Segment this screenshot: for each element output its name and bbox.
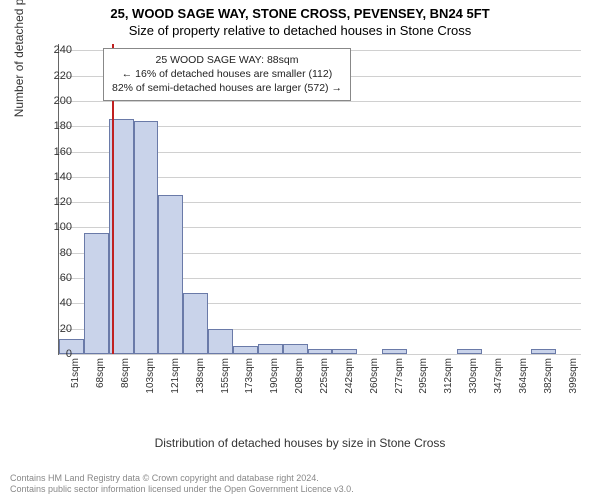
histogram-plot: 25 WOOD SAGE WAY: 88sqm← 16% of detached…: [58, 44, 581, 355]
x-tick-label: 138sqm: [195, 358, 206, 398]
attribution-footer: Contains HM Land Registry data © Crown c…: [10, 473, 590, 496]
y-tick-label: 40: [42, 297, 72, 309]
histogram-bar: [308, 349, 333, 354]
histogram-bar: [332, 349, 357, 354]
y-tick-label: 80: [42, 247, 72, 259]
histogram-bar: [183, 293, 208, 354]
title-subtitle: Size of property relative to detached ho…: [0, 21, 600, 38]
histogram-bar: [84, 233, 109, 354]
annotation-line: ← 16% of detached houses are smaller (11…: [112, 67, 342, 81]
x-tick-label: 155sqm: [220, 358, 231, 398]
x-tick-label: 208sqm: [294, 358, 305, 398]
histogram-bar: [233, 346, 258, 354]
annotation-line: 25 WOOD SAGE WAY: 88sqm: [112, 53, 342, 67]
x-tick-label: 382sqm: [543, 358, 554, 398]
x-tick-label: 295sqm: [418, 358, 429, 398]
x-tick-label: 277sqm: [394, 358, 405, 398]
histogram-bar: [158, 195, 183, 354]
x-tick-label: 330sqm: [468, 358, 479, 398]
x-tick-label: 225sqm: [319, 358, 330, 398]
y-tick-label: 220: [42, 70, 72, 82]
x-tick-label: 260sqm: [369, 358, 380, 398]
y-tick-label: 180: [42, 120, 72, 132]
x-tick-label: 347sqm: [493, 358, 504, 398]
x-tick-label: 51sqm: [70, 358, 81, 398]
x-tick-label: 399sqm: [568, 358, 579, 398]
x-tick-label: 242sqm: [344, 358, 355, 398]
x-axis-label: Distribution of detached houses by size …: [0, 436, 600, 450]
x-tick-label: 312sqm: [443, 358, 454, 398]
annotation-line: 82% of semi-detached houses are larger (…: [112, 81, 342, 95]
histogram-bar: [531, 349, 556, 354]
y-tick-label: 200: [42, 95, 72, 107]
x-tick-label: 364sqm: [518, 358, 529, 398]
gridline: [59, 354, 581, 355]
histogram-bar: [457, 349, 482, 354]
x-tick-label: 86sqm: [120, 358, 131, 398]
y-tick-label: 240: [42, 44, 72, 56]
annotation-box: 25 WOOD SAGE WAY: 88sqm← 16% of detached…: [103, 48, 351, 101]
histogram-bar: [382, 349, 407, 354]
histogram-bar: [258, 344, 283, 354]
y-tick-label: 160: [42, 146, 72, 158]
x-tick-label: 103sqm: [145, 358, 156, 398]
y-tick-label: 120: [42, 196, 72, 208]
histogram-bar: [283, 344, 308, 354]
y-axis-label: Number of detached properties: [12, 0, 26, 117]
y-tick-label: 100: [42, 221, 72, 233]
y-tick-label: 0: [42, 348, 72, 360]
footer-line-1: Contains HM Land Registry data © Crown c…: [10, 473, 590, 485]
histogram-bar: [134, 121, 159, 354]
x-tick-label: 68sqm: [95, 358, 106, 398]
title-address: 25, WOOD SAGE WAY, STONE CROSS, PEVENSEY…: [0, 0, 600, 21]
histogram-bar: [208, 329, 233, 354]
x-tick-label: 190sqm: [269, 358, 280, 398]
y-tick-label: 60: [42, 272, 72, 284]
y-tick-label: 140: [42, 171, 72, 183]
x-tick-label: 121sqm: [170, 358, 181, 398]
gridline: [59, 101, 581, 102]
y-tick-label: 20: [42, 323, 72, 335]
footer-line-2: Contains public sector information licen…: [10, 484, 590, 496]
chart-area: 25 WOOD SAGE WAY: 88sqm← 16% of detached…: [58, 44, 580, 396]
x-tick-label: 173sqm: [244, 358, 255, 398]
